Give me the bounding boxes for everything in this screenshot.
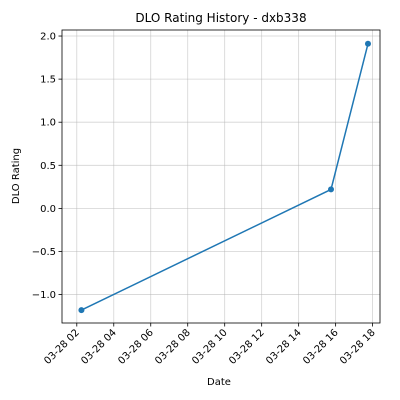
series-layer bbox=[78, 40, 371, 314]
y-axis: −1.0 −0.5 0.0 0.5 1.0 1.5 2.0 bbox=[32, 32, 62, 301]
plot-frame bbox=[61, 29, 381, 324]
y-tick-label: 1.5 bbox=[40, 75, 56, 86]
chart-title: DLO Rating History - dxb338 bbox=[135, 11, 306, 25]
data-point bbox=[328, 186, 335, 193]
y-tick-label: 0.0 bbox=[40, 204, 56, 215]
grid bbox=[62, 30, 380, 323]
y-tick-label: 0.5 bbox=[40, 161, 56, 172]
y-axis-label: DLO Rating bbox=[11, 148, 22, 204]
y-tick-label: 1.0 bbox=[40, 118, 56, 129]
data-point bbox=[364, 40, 371, 47]
x-axis-label: Date bbox=[207, 377, 231, 388]
y-tick-label: −0.5 bbox=[32, 247, 56, 258]
y-tick-label: −1.0 bbox=[32, 290, 56, 301]
y-tick-label: 2.0 bbox=[40, 32, 56, 43]
data-point bbox=[78, 307, 85, 314]
